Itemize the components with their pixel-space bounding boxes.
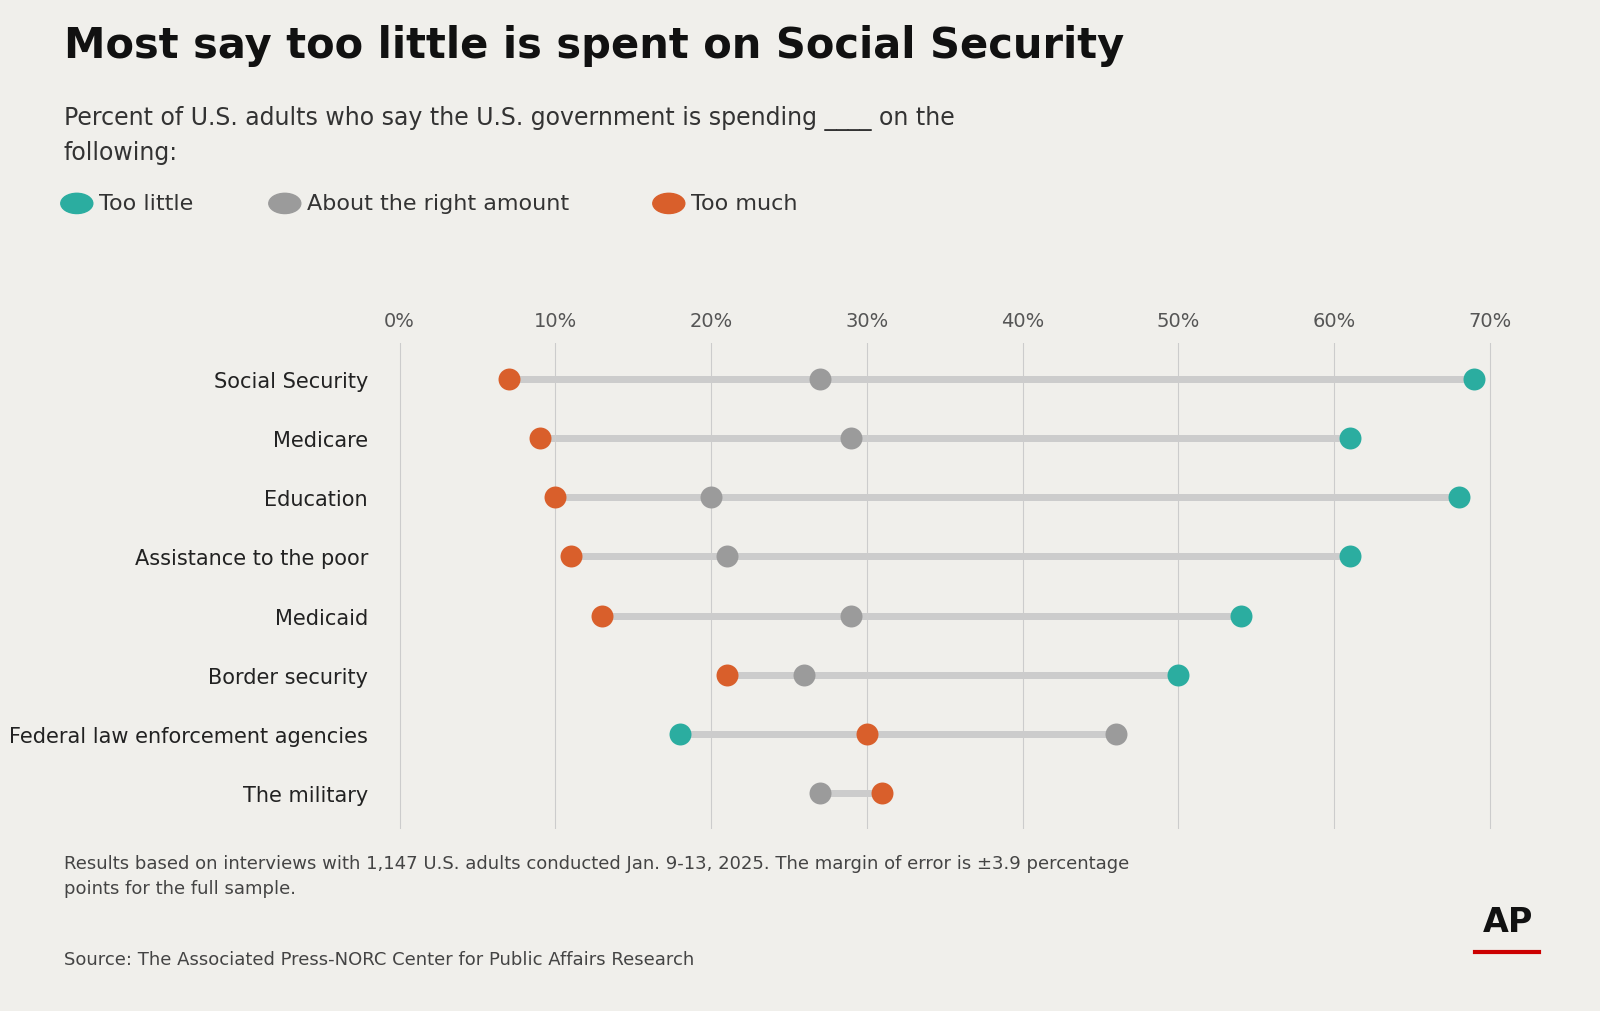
Point [1227, 608, 1253, 624]
Point [869, 786, 894, 802]
Text: Results based on interviews with 1,147 U.S. adults conducted Jan. 9-13, 2025. Th: Results based on interviews with 1,147 U… [64, 854, 1130, 897]
Point [714, 667, 739, 683]
Point [808, 786, 834, 802]
Point [558, 549, 584, 565]
Point [667, 726, 693, 742]
Point [526, 431, 552, 447]
Point [698, 489, 723, 506]
Point [792, 667, 818, 683]
Point [838, 431, 864, 447]
Point [808, 371, 834, 387]
Text: Most say too little is spent on Social Security: Most say too little is spent on Social S… [64, 25, 1125, 68]
Point [1461, 371, 1486, 387]
Point [1336, 431, 1362, 447]
Point [714, 549, 739, 565]
Point [1446, 489, 1472, 506]
Point [1336, 549, 1362, 565]
Text: Percent of U.S. adults who say the U.S. government is spending ____ on the
follo: Percent of U.S. adults who say the U.S. … [64, 106, 955, 165]
Point [589, 608, 614, 624]
Point [542, 489, 568, 506]
Point [854, 726, 880, 742]
Text: Too little: Too little [99, 194, 194, 214]
Text: AP: AP [1483, 905, 1533, 938]
Point [1102, 726, 1128, 742]
Point [496, 371, 522, 387]
Point [1165, 667, 1190, 683]
Text: About the right amount: About the right amount [307, 194, 570, 214]
Text: Source: The Associated Press-NORC Center for Public Affairs Research: Source: The Associated Press-NORC Center… [64, 950, 694, 969]
Text: Too much: Too much [691, 194, 798, 214]
Point [838, 608, 864, 624]
